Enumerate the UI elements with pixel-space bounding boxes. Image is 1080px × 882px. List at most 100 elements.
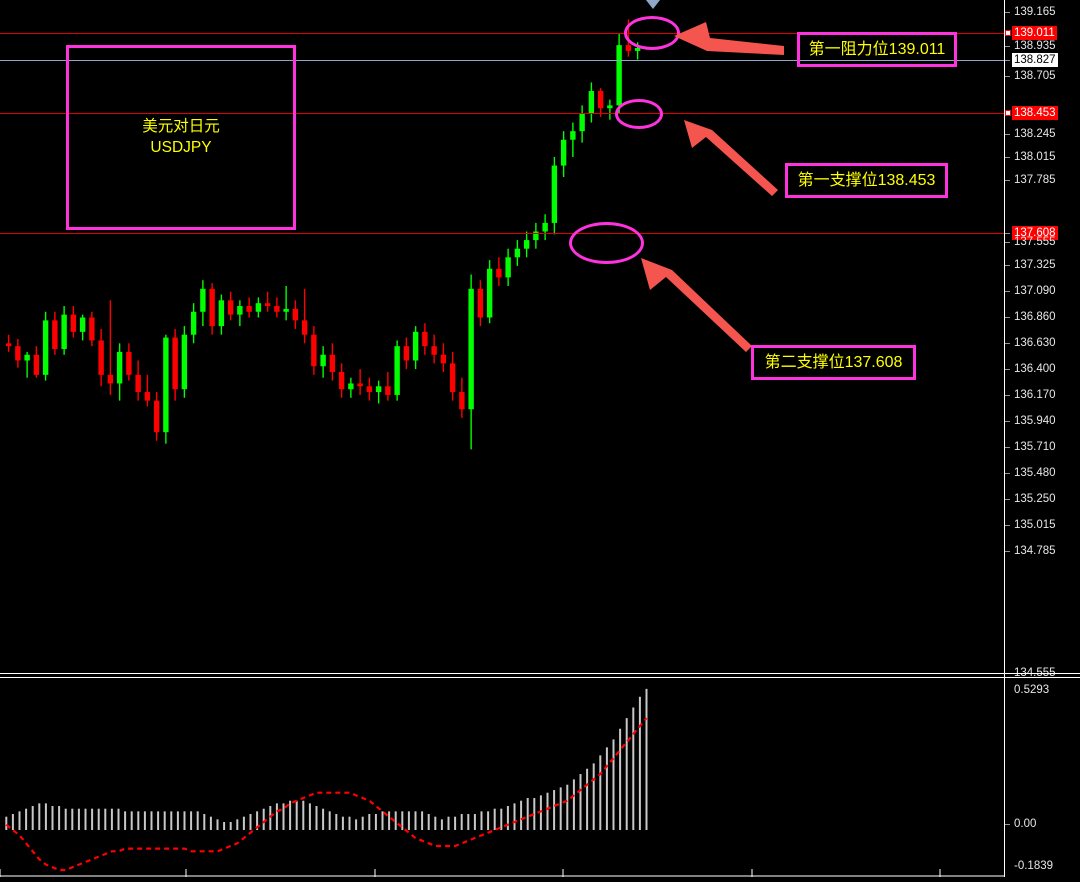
candlestick <box>311 326 317 375</box>
price-axis-label: 135.940 <box>1014 415 1056 427</box>
candlestick <box>153 392 160 441</box>
highlight-ellipse-support-1 <box>615 99 663 129</box>
macd-signal-line <box>5 717 648 872</box>
candlestick-canvas <box>5 19 641 450</box>
highlight-ellipse-resistance-1 <box>624 16 680 50</box>
candlestick <box>52 311 58 355</box>
axis-tick <box>1005 242 1010 243</box>
price-axis[interactable]: 139.165 139.011 138.935 138.827 138.705 138.4… <box>1004 0 1080 877</box>
price-axis-label: 136.860 <box>1014 311 1056 323</box>
candlestick <box>468 274 474 450</box>
candlestick <box>412 326 419 370</box>
macd-indicator-panel[interactable] <box>0 679 1004 877</box>
annotation-support-2: 第二支撑位137.608 <box>751 345 916 380</box>
price-axis-label: 135.710 <box>1014 441 1056 453</box>
candlestick <box>560 131 567 178</box>
candlestick <box>163 334 169 444</box>
candlestick <box>33 346 40 378</box>
candlestick <box>505 248 511 286</box>
candlestick <box>357 369 363 395</box>
highlight-ellipse-support-2 <box>569 222 644 264</box>
candlestick <box>135 360 141 401</box>
axis-tick <box>1005 291 1010 292</box>
axis-tick <box>1005 157 1010 158</box>
candlestick <box>607 99 613 120</box>
panel-divider <box>0 673 1004 679</box>
candlestick <box>107 300 114 395</box>
candlestick <box>126 343 132 381</box>
indicator-axis-label: 0.5293 <box>1014 684 1050 696</box>
candlestick <box>449 351 456 401</box>
axis-tick <box>1005 343 1010 344</box>
axis-tick <box>1005 421 1010 422</box>
axis-tick <box>1005 551 1010 552</box>
axis-tick <box>1005 499 1010 500</box>
candlestick <box>551 156 558 235</box>
symbol-title-en: USDJPY <box>150 138 212 156</box>
price-axis-label: 137.325 <box>1014 259 1056 271</box>
candlestick <box>15 339 21 368</box>
candlestick <box>274 297 280 318</box>
axis-tick <box>1005 12 1010 13</box>
price-axis-label: 138.705 <box>1014 70 1056 82</box>
price-axis-label: 137.090 <box>1014 285 1056 297</box>
candlestick <box>116 343 123 401</box>
candlestick <box>496 257 502 286</box>
annotation-support-2-label: 第二支撑位137.608 <box>764 353 903 371</box>
annotation-support-1: 第一支撑位138.453 <box>785 163 948 198</box>
candlestick <box>366 377 373 401</box>
level-line-support-2 <box>0 233 1004 234</box>
candlestick <box>24 351 30 378</box>
level-line-current-price <box>0 60 1004 61</box>
price-axis-label: 138.245 <box>1014 128 1056 140</box>
candlestick <box>477 280 484 327</box>
candlestick <box>61 306 67 355</box>
candlestick <box>375 380 382 404</box>
axis-tick <box>1005 395 1010 396</box>
candlestick <box>181 326 188 398</box>
candlestick <box>283 285 289 321</box>
candlestick <box>533 222 539 249</box>
candlestick <box>5 334 12 352</box>
candlestick <box>264 291 271 312</box>
axis-tick <box>1005 525 1010 526</box>
price-axis-label: 135.015 <box>1014 519 1056 531</box>
price-axis-label: 138.015 <box>1014 151 1056 163</box>
candlestick <box>459 377 465 418</box>
candlestick <box>255 297 262 318</box>
candlestick <box>440 343 447 372</box>
price-axis-label: 137.785 <box>1014 174 1056 186</box>
axis-tick <box>1005 180 1010 181</box>
candlestick <box>338 363 345 398</box>
level-line-resistance-1 <box>0 33 1004 34</box>
level-marker <box>1005 110 1011 116</box>
axis-divider <box>1004 673 1080 679</box>
candlestick <box>70 306 77 338</box>
price-axis-label-level: 138.453 <box>1012 106 1058 120</box>
level-marker <box>1005 30 1011 36</box>
axis-tick <box>1005 265 1010 266</box>
price-axis-label: 136.170 <box>1014 389 1056 401</box>
axis-tick <box>1005 134 1010 135</box>
candlestick <box>98 328 104 387</box>
price-axis-label-level: 137.608 <box>1012 226 1058 240</box>
candlestick <box>79 314 86 341</box>
price-axis-label-level: 139.011 <box>1012 26 1057 40</box>
candlestick <box>588 82 595 123</box>
candlestick <box>209 283 215 335</box>
candlestick <box>570 122 576 157</box>
candlestick <box>190 303 197 344</box>
price-chart-panel[interactable] <box>0 0 1004 673</box>
price-axis-label: 139.165 <box>1014 6 1056 18</box>
price-axis-label: 135.480 <box>1014 467 1056 479</box>
indicator-axis-label: 0.00 <box>1014 818 1037 830</box>
symbol-title-box: 美元对日元 USDJPY <box>66 45 296 230</box>
annotation-resistance-1-label: 第一阻力位139.011 <box>808 40 946 58</box>
candlestick <box>616 33 622 114</box>
axis-tick <box>1005 317 1010 318</box>
candlestick <box>218 294 225 335</box>
candlestick <box>597 88 604 117</box>
candlestick <box>394 340 400 401</box>
candlestick <box>227 291 234 321</box>
